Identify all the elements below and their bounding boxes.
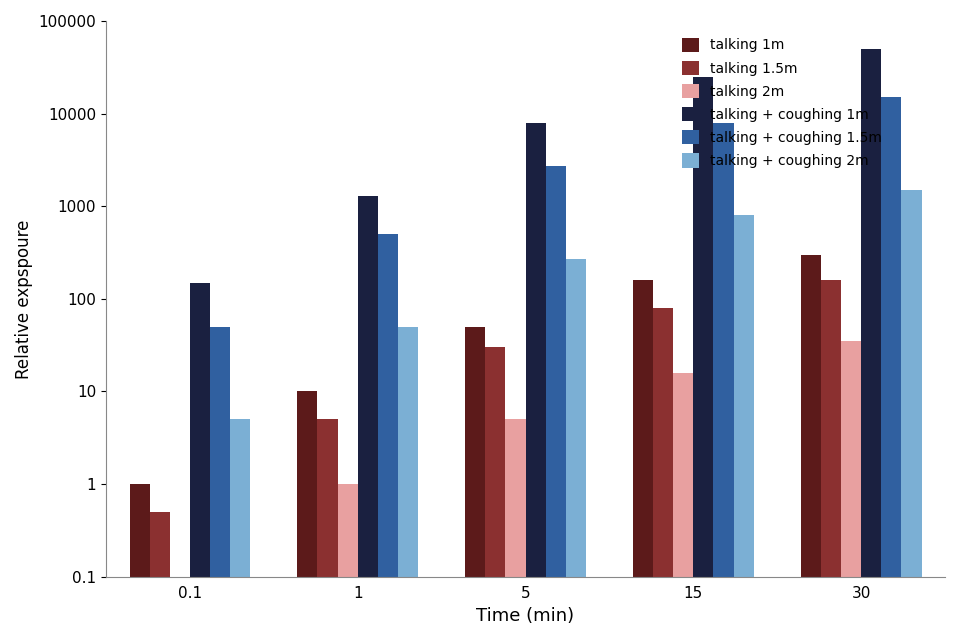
Bar [358,196,378,640]
Bar [338,484,358,640]
Bar [821,280,841,640]
Bar [673,372,693,640]
Bar [653,308,673,640]
Bar [545,166,565,640]
Bar [210,327,230,640]
Bar [318,419,338,640]
Bar [230,419,251,640]
Bar [150,512,170,640]
Bar [633,280,653,640]
Bar [465,327,485,640]
Bar [565,259,586,640]
Bar [378,234,398,640]
Bar [525,123,545,640]
Bar [901,190,922,640]
Bar [190,282,210,640]
Bar [298,392,318,640]
Bar [801,255,821,640]
Bar [713,123,733,640]
Bar [130,484,150,640]
Bar [505,419,525,640]
Bar [398,327,419,640]
Bar [733,215,754,640]
Bar [841,341,861,640]
Bar [485,348,505,640]
Legend: talking 1m, talking 1.5m, talking 2m, talking + coughing 1m, talking + coughing : talking 1m, talking 1.5m, talking 2m, ta… [677,32,887,173]
X-axis label: Time (min): Time (min) [476,607,575,625]
Bar [693,77,713,640]
Bar [861,49,881,640]
Bar [881,97,901,640]
Y-axis label: Relative expspoure: Relative expspoure [15,219,33,378]
Bar [170,581,190,640]
